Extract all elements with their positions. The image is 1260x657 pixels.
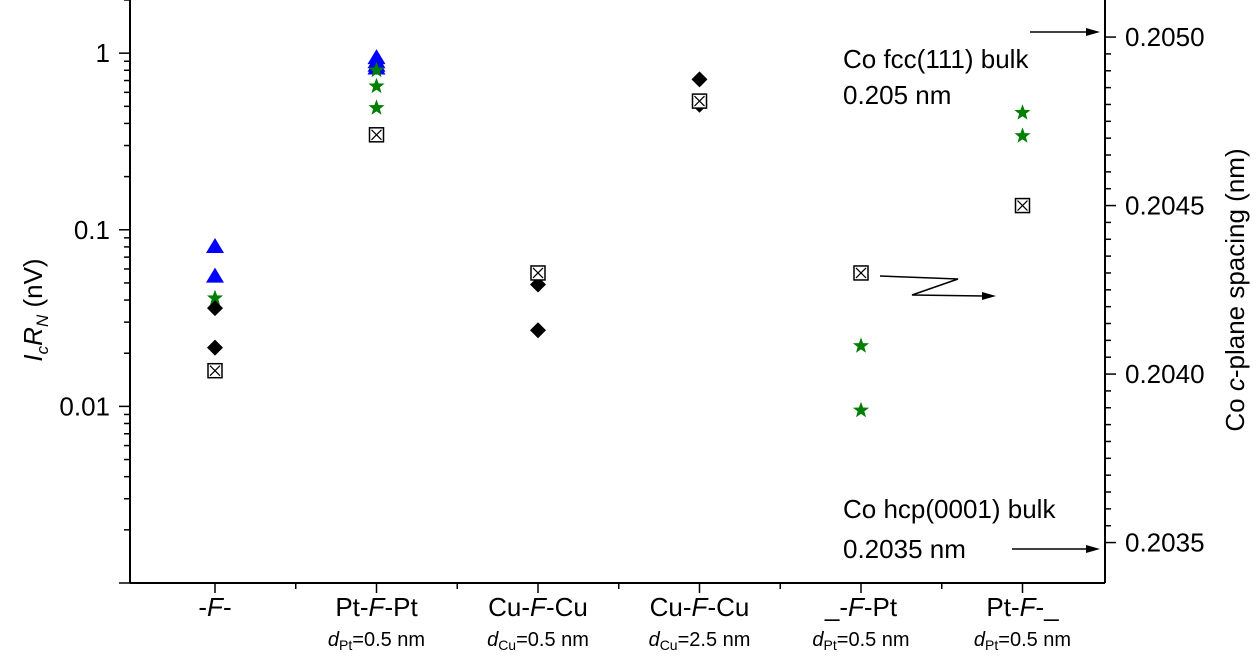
- star-marker: [1014, 104, 1031, 120]
- triangle-marker: [206, 237, 224, 253]
- boxed-x-marker: [691, 93, 708, 109]
- category-label: -F-: [198, 592, 231, 622]
- left-axis-label: IcRN (nV): [18, 258, 52, 361]
- annotation-fcc-line1: Co fcc(111) bulk: [843, 44, 1029, 74]
- boxed-x-marker: [853, 265, 869, 281]
- annotation-hcp-arrowhead: [1086, 545, 1100, 553]
- left-tick-label: 0.1: [74, 215, 110, 245]
- zigzag-arrowhead: [982, 292, 996, 300]
- diamond-marker: [530, 322, 546, 339]
- star-marker: [368, 99, 385, 115]
- right-tick-label: 0.2035: [1125, 528, 1205, 558]
- axis-pointer-arrow: [879, 275, 996, 300]
- annotation-hcp: Co hcp(0001) bulk 0.2035 nm: [843, 494, 1100, 564]
- right-tick-label: 0.2045: [1125, 191, 1205, 221]
- annotation-fcc-line2: 0.205 nm: [843, 80, 951, 110]
- boxed-x-marker: [207, 362, 223, 379]
- category-label: Pt-F-Pt: [335, 592, 418, 622]
- left-axis-ticks: 0.01 0.1 1: [59, 0, 130, 584]
- right-axis-ticks: 0.2035 0.2040 0.2045 0.2050: [1105, 22, 1205, 558]
- category-label: _-F-Pt: [824, 592, 898, 622]
- left-tick-label: 1: [96, 38, 110, 68]
- star-marker: [368, 61, 385, 78]
- left-tick-label: 0.01: [59, 391, 110, 421]
- right-tick-label: 0.2040: [1125, 359, 1205, 389]
- right-tick-label: 0.2050: [1125, 22, 1205, 52]
- annotation-hcp-line1: Co hcp(0001) bulk: [843, 494, 1056, 524]
- annotation-hcp-line2: 0.2035 nm: [843, 534, 966, 564]
- category-label: Pt-F-_: [986, 592, 1059, 622]
- annotation-fcc-arrowhead: [1086, 28, 1100, 36]
- boxed-x-marker: [368, 127, 385, 143]
- x-axis-category-labels: -F- Pt-F-Pt dPt=0.5 nm Cu-F-Cu dCu=0.5 nm Cu-…: [198, 592, 1071, 653]
- boxed-x-marker: [530, 265, 546, 281]
- triangle-marker: [206, 267, 224, 283]
- star-marker: [852, 337, 870, 353]
- boxed-x-marker: [1014, 197, 1031, 214]
- star-marker: [206, 289, 224, 306]
- category-sublabel: dCu=2.5 nm: [649, 629, 751, 653]
- x-axis-ticks: [214, 583, 1024, 593]
- category-label: Cu-F-Cu: [488, 592, 588, 622]
- category-sublabel: dPt=0.5 nm: [974, 629, 1071, 653]
- category-label: Cu-F-Cu: [650, 592, 750, 622]
- category-sublabel: dPt=0.5 nm: [812, 629, 909, 653]
- category-sublabel: dCu=0.5 nm: [487, 629, 589, 653]
- star-marker: [1014, 127, 1031, 143]
- zigzag-arrow: [879, 275, 985, 297]
- star-marker: [852, 401, 870, 418]
- right-axis-label: Co c-plane spacing (nm): [1220, 148, 1250, 431]
- star-marker: [368, 77, 385, 94]
- diamond-marker: [691, 71, 708, 88]
- data-points: [206, 49, 1031, 418]
- annotation-fcc: Co fcc(111) bulk 0.205 nm: [843, 28, 1100, 110]
- category-sublabel: dPt=0.5 nm: [328, 629, 425, 653]
- diamond-marker: [207, 300, 223, 317]
- diamond-marker: [207, 339, 223, 356]
